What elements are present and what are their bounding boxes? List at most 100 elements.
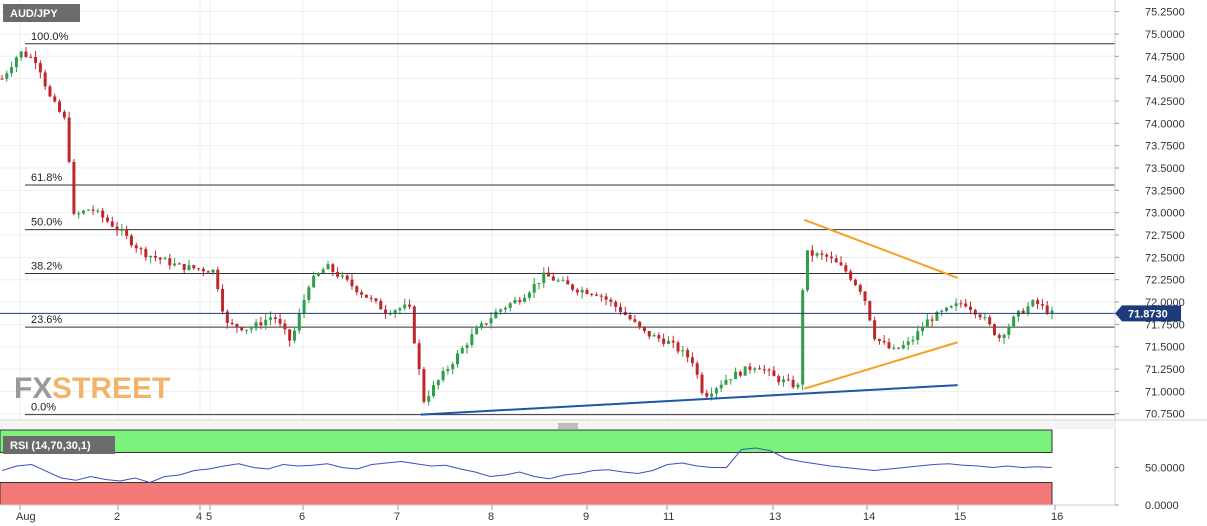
candle-body [120,229,124,231]
candle-body [489,318,493,324]
candle-body [240,327,244,331]
candle-body [738,371,742,376]
time-tick-label: 7 [394,511,400,523]
candle-body [302,299,306,314]
candle-body [355,286,359,293]
candle-body [542,272,546,284]
candle-body [767,369,771,371]
candle-body [1031,300,1035,307]
fibonacci-levels: 100.0% 61.8% 50.0% 38.2% 23.6% 0.0% [25,31,1115,416]
pane-resize-handle[interactable] [0,421,1115,429]
candle-body [316,273,320,276]
svg-text:STREET: STREET [52,372,170,405]
candle-body [221,288,225,312]
candle-body [906,341,910,345]
candle-body [451,364,455,370]
candle-body [666,340,670,344]
candle-body [734,371,738,380]
candle-body [225,311,229,323]
candle-body [753,368,757,370]
price-tick-label: 74.0000 [1145,118,1185,130]
candle-body [571,284,575,290]
candle-body [911,340,915,342]
candle-body [34,56,38,64]
rsi-overbought-zone [0,429,1053,453]
candle-body [681,350,685,352]
candle-body [384,309,388,314]
rsi-tick-label: 50.0000 [1145,463,1185,475]
price-tick-label: 75.0000 [1145,29,1185,41]
candle-body [134,245,138,249]
candle-body [825,254,829,257]
candle-body [748,366,752,370]
candle-body [273,317,277,319]
svg-text:AUD/JPY: AUD/JPY [10,8,58,20]
candle-body [868,300,872,321]
price-tick-label: 74.5000 [1145,74,1185,86]
candle-body [321,269,325,274]
candle-body [820,253,824,255]
candle-body [67,117,71,162]
candle-body [77,213,81,215]
svg-text:FX: FX [14,372,52,405]
candle-body [729,379,733,381]
vertical-grid [19,0,1056,420]
candle-body [173,263,177,266]
candle-body [758,368,762,370]
candle-body [959,303,963,305]
candle-body [815,253,819,256]
candle-body [954,303,958,307]
candle-body [259,322,263,326]
rsi-line [1,447,1053,484]
time-tick-label: 5 [206,511,212,523]
time-tick-label: 16 [1051,511,1063,523]
candle-body [710,393,714,397]
candle-body [0,78,4,80]
candle-body [230,322,234,324]
candle-body [153,255,157,258]
candle-body [268,317,272,320]
candle-body [436,380,440,386]
candle-body [671,340,675,343]
candle-body [599,295,603,297]
candle-body [964,303,968,307]
candle-body [216,269,220,289]
candle-body [177,263,181,265]
candle-body [360,292,364,295]
price-tick-label: 73.2500 [1145,185,1185,197]
candle-body [527,292,531,298]
candle-body [345,275,349,280]
candle-body [925,319,929,328]
time-tick-label: 14 [863,511,875,523]
time-tick-label: Aug [16,511,36,523]
candle-body [690,357,694,364]
candle-body [513,299,517,304]
candle-body [575,289,579,293]
candle-body [801,290,805,385]
candle-body [714,388,718,394]
time-tick-label: 9 [583,511,589,523]
price-tick-label: 71.5000 [1145,342,1185,354]
candle-body [642,326,646,331]
candle-body [1021,310,1025,314]
candle-body [508,303,512,308]
candle-body [834,258,838,263]
candle-body [187,265,191,270]
price-tick-label: 72.5000 [1145,252,1185,264]
candle-body [393,310,397,314]
candle-body [580,289,584,293]
candle-body [110,221,114,227]
fib-label: 100.0% [31,31,69,43]
candle-body [19,51,23,58]
candle-body [96,210,100,212]
candle-body [350,279,354,287]
trendline-support [420,384,958,416]
candle-body [772,370,776,377]
candle-body [182,263,186,270]
candle-body [992,324,996,335]
candle-body [805,250,809,291]
candle-body [326,264,330,270]
candle-body [364,294,368,298]
last-price-tag: 71.8730 [1115,305,1181,322]
rsi-tick-label: 0.0000 [1145,500,1179,512]
